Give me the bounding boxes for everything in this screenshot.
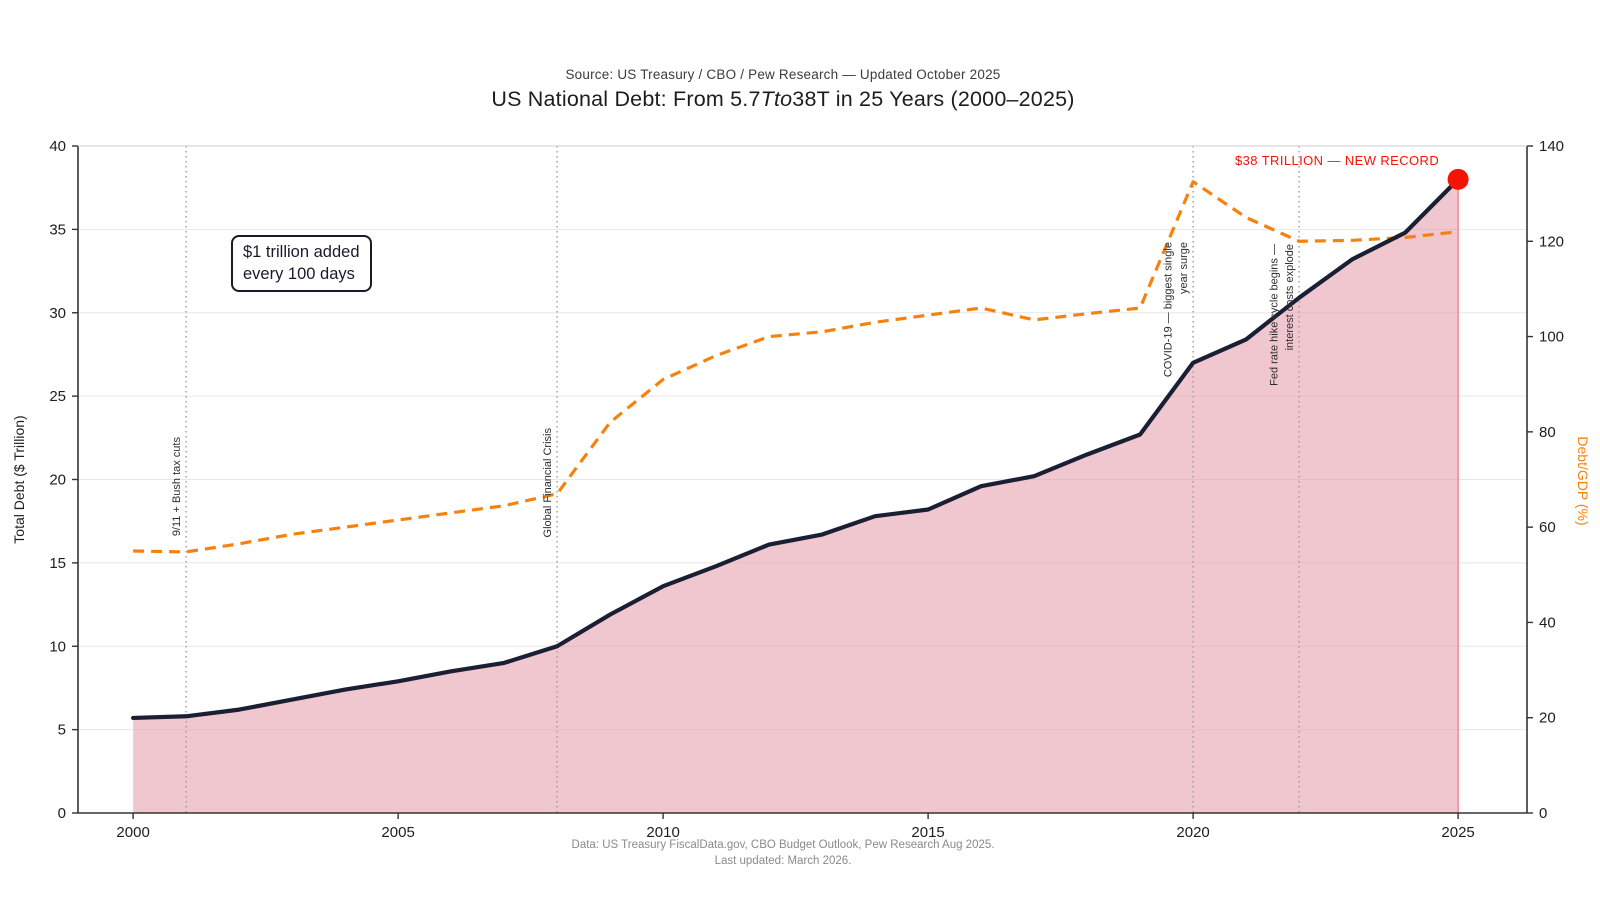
- event-annotation-2001-line-1: 9/11 + Bush tax cuts: [171, 437, 183, 537]
- data-source-footer: Data: US Treasury FiscalData.gov, CBO Bu…: [571, 839, 995, 851]
- yleft-tick-label-30: 30: [49, 305, 66, 322]
- left-axis-title: Total Debt ($ Trillion): [11, 415, 27, 543]
- x-tick-label-2015: 2015: [911, 824, 944, 841]
- event-annotation-2020-line-2: year surge: [1178, 242, 1190, 294]
- yleft-tick-label-35: 35: [49, 221, 66, 238]
- yleft-tick-label-0: 0: [58, 805, 66, 822]
- right-axis-title: Debt/GDP (%): [1575, 436, 1591, 525]
- yright-tick-label-40: 40: [1539, 614, 1556, 631]
- yleft-tick-label-20: 20: [49, 472, 66, 489]
- yright-tick-label-0: 0: [1539, 805, 1547, 822]
- chart-title-math-italic: Tto: [760, 87, 793, 111]
- event-annotation-2022-line-1: Fed rate hike cycle begins —: [1269, 244, 1281, 386]
- chart-title-suffix: 38T in 25 Years (2000–2025): [792, 87, 1075, 111]
- yleft-tick-label-40: 40: [49, 138, 66, 155]
- x-tick-label-2025: 2025: [1441, 824, 1474, 841]
- x-tick-label-2010: 2010: [646, 824, 679, 841]
- event-annotation-2008-line-1: Global Financial Crisis: [542, 428, 554, 538]
- yright-tick-label-80: 80: [1539, 424, 1556, 441]
- event-annotation-2020-line-1: COVID-19 — biggest single: [1163, 242, 1175, 377]
- chart-source-subtitle: Source: US Treasury / CBO / Pew Research…: [565, 67, 1001, 82]
- total-debt-line: [131, 177, 1461, 721]
- callout-line-2: every 100 days: [243, 265, 355, 284]
- record-endpoint-dot: [1447, 168, 1469, 190]
- record-label: $38 TRILLION — NEW RECORD: [1235, 153, 1439, 168]
- callout-line-1: $1 trillion added: [243, 243, 360, 261]
- total-debt-area-fill: [133, 179, 1459, 814]
- x-tick-label-2020: 2020: [1176, 824, 1209, 841]
- x-tick-label-2005: 2005: [381, 824, 414, 841]
- yright-tick-label-60: 60: [1539, 519, 1556, 536]
- trillion-per-100-days-callout: $1 trillion added every 100 days: [231, 235, 372, 293]
- debt-gdp-line: [133, 180, 1459, 554]
- chart-title: US National Debt: From 5.7Tto38T in 25 Y…: [0, 87, 1566, 112]
- yright-tick-label-140: 140: [1539, 138, 1564, 155]
- x-tick-label-2000: 2000: [116, 824, 149, 841]
- yleft-tick-label-5: 5: [58, 722, 66, 739]
- yleft-tick-label-15: 15: [49, 555, 66, 572]
- yright-tick-label-120: 120: [1539, 233, 1564, 250]
- chart-title-prefix: US National Debt: From 5.7: [491, 87, 761, 111]
- event-annotation-2022-line-2: interest costs explode: [1284, 244, 1296, 350]
- yright-tick-label-100: 100: [1539, 329, 1564, 346]
- yleft-tick-label-10: 10: [49, 638, 66, 655]
- yright-tick-label-20: 20: [1539, 710, 1556, 727]
- last-updated-footer: Last updated: March 2026.: [714, 855, 852, 867]
- yleft-tick-label-25: 25: [49, 388, 66, 405]
